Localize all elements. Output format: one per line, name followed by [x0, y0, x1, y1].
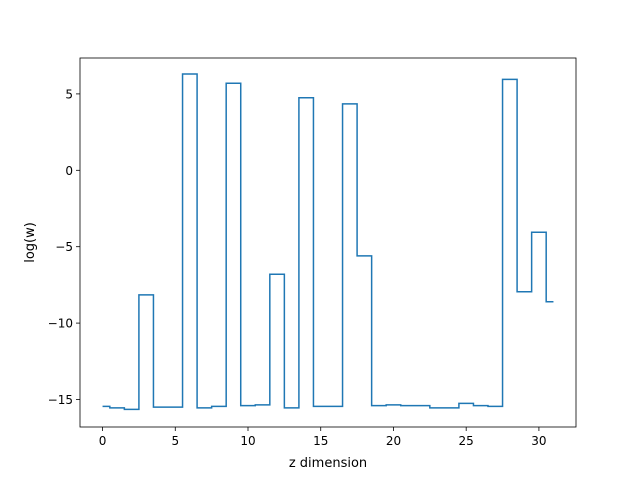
x-tick-label: 15 [313, 434, 328, 448]
y-tick-label: −5 [55, 240, 73, 254]
x-axis-label: z dimension [289, 456, 367, 471]
x-axis-ticks: 0 5 10 15 20 25 30 [99, 427, 547, 448]
y-axis-ticks: −15 −10 −5 0 5 [48, 87, 80, 407]
y-axis-label: log(w) [23, 222, 38, 263]
y-tick-label: 0 [65, 164, 73, 178]
x-tick-label: 5 [171, 434, 179, 448]
x-tick-label: 30 [531, 434, 546, 448]
axes-frame [79, 57, 577, 428]
y-tick-label: −10 [48, 317, 73, 331]
y-tick-label: 5 [65, 87, 73, 101]
series-line-0 [102, 73, 554, 411]
plot-area [102, 73, 554, 411]
x-tick-label: 20 [386, 434, 401, 448]
y-tick-label: −15 [48, 393, 73, 407]
x-tick-label: 25 [459, 434, 474, 448]
x-tick-label: 0 [99, 434, 107, 448]
x-tick-label: 10 [240, 434, 255, 448]
